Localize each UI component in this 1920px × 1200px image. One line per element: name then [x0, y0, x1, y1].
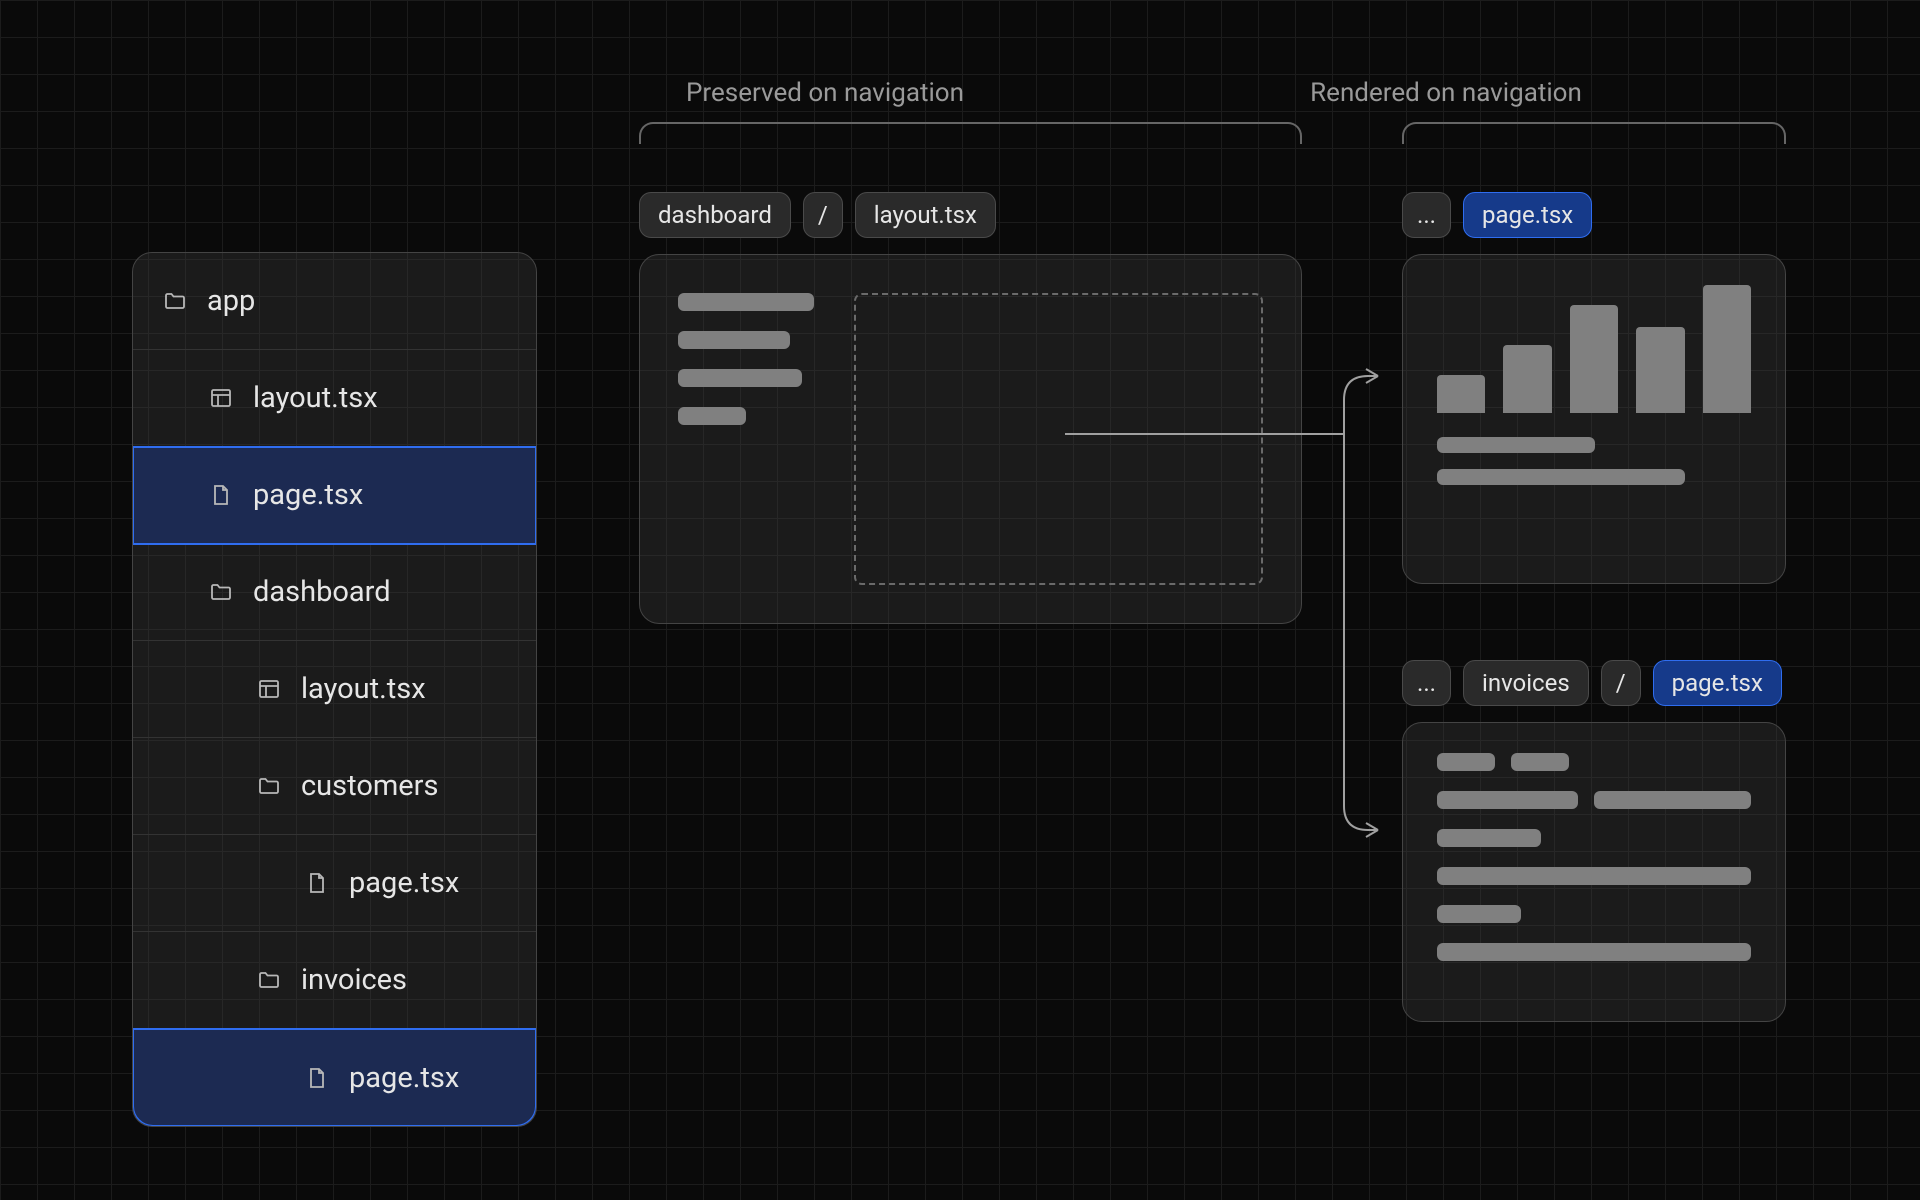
file-tree-label: layout.tsx — [253, 381, 378, 415]
folder-icon — [257, 968, 281, 992]
file-tree-label: customers — [301, 769, 438, 803]
rendered-bracket — [1402, 122, 1786, 144]
skeleton-bar — [678, 293, 814, 311]
breadcrumb-separator: ... — [1402, 660, 1451, 706]
file-tree-row[interactable]: layout.tsx — [133, 641, 536, 738]
breadcrumb-layout: dashboard / layout.tsx — [639, 192, 996, 238]
skeleton-row — [1437, 829, 1751, 847]
layout-preview-panel — [639, 254, 1302, 624]
file-tree-label: app — [207, 284, 255, 318]
layout-slot — [854, 293, 1263, 585]
skeleton-bar — [1437, 437, 1595, 453]
breadcrumb-segment: invoices — [1463, 660, 1589, 706]
skeleton-bar — [1511, 753, 1569, 771]
skeleton-row — [1437, 905, 1751, 923]
chart-bar — [1636, 327, 1684, 413]
file-icon — [305, 871, 329, 895]
skeleton-bar — [1437, 469, 1685, 485]
chart-bar — [1503, 345, 1551, 413]
breadcrumb-separator: ... — [1402, 192, 1451, 238]
file-tree-label: layout.tsx — [301, 672, 426, 706]
breadcrumb-segment: dashboard — [639, 192, 791, 238]
preserved-bracket — [639, 122, 1302, 144]
file-tree-row[interactable]: page.tsx — [133, 447, 536, 544]
skeleton-bar — [1437, 905, 1521, 923]
file-tree-row[interactable]: page.tsx — [133, 1029, 536, 1126]
breadcrumb-separator: / — [1601, 660, 1641, 706]
folder-icon — [209, 580, 233, 604]
breadcrumb-separator: / — [803, 192, 843, 238]
file-icon — [209, 483, 233, 507]
file-tree-row[interactable]: invoices — [133, 932, 536, 1029]
chart-bar — [1437, 375, 1485, 413]
page-1-text-skeleton — [1437, 437, 1751, 485]
skeleton-bar — [1437, 753, 1495, 771]
skeleton-bar — [678, 369, 802, 387]
skeleton-row — [1437, 943, 1751, 961]
skeleton-row — [1437, 753, 1751, 771]
file-tree-label: page.tsx — [253, 478, 363, 512]
file-tree-label: dashboard — [253, 575, 391, 609]
file-tree-row[interactable]: customers — [133, 738, 536, 835]
chart-bar — [1703, 285, 1751, 413]
breadcrumb-page-1: ... page.tsx — [1402, 192, 1592, 238]
file-tree-row[interactable]: page.tsx — [133, 835, 536, 932]
skeleton-bar — [678, 407, 746, 425]
chart-bar — [1570, 305, 1618, 413]
breadcrumb-segment: layout.tsx — [855, 192, 996, 238]
file-icon — [305, 1066, 329, 1090]
skeleton-bar — [1437, 829, 1541, 847]
file-tree-label: page.tsx — [349, 866, 459, 900]
folder-icon — [163, 289, 187, 313]
layout-icon — [257, 677, 281, 701]
file-tree-row[interactable]: layout.tsx — [133, 350, 536, 447]
page-preview-2 — [1402, 722, 1786, 1022]
skeleton-row — [1437, 791, 1751, 809]
skeleton-bar — [1594, 791, 1751, 809]
skeleton-bar — [1437, 791, 1578, 809]
page-preview-1 — [1402, 254, 1786, 584]
file-tree-row[interactable]: dashboard — [133, 544, 536, 641]
skeleton-bar — [678, 331, 790, 349]
page-1-chart — [1437, 285, 1751, 413]
folder-icon — [257, 774, 281, 798]
file-tree-label: page.tsx — [349, 1061, 459, 1095]
file-tree-label: invoices — [301, 963, 407, 997]
breadcrumb-segment: page.tsx — [1463, 192, 1592, 238]
skeleton-bar — [1437, 943, 1751, 961]
layout-icon — [209, 386, 233, 410]
breadcrumb-segment: page.tsx — [1653, 660, 1782, 706]
layout-sidebar-skeleton — [678, 293, 814, 585]
file-tree-row[interactable]: app — [133, 253, 536, 350]
rendered-header: Rendered on navigation — [1310, 78, 1582, 108]
file-tree: app layout.tsx page.tsx dashboard layout.tsx… — [132, 252, 537, 1127]
skeleton-row — [1437, 867, 1751, 885]
breadcrumb-page-2: ... invoices / page.tsx — [1402, 660, 1782, 706]
preserved-header: Preserved on navigation — [686, 78, 964, 108]
skeleton-bar — [1437, 867, 1751, 885]
